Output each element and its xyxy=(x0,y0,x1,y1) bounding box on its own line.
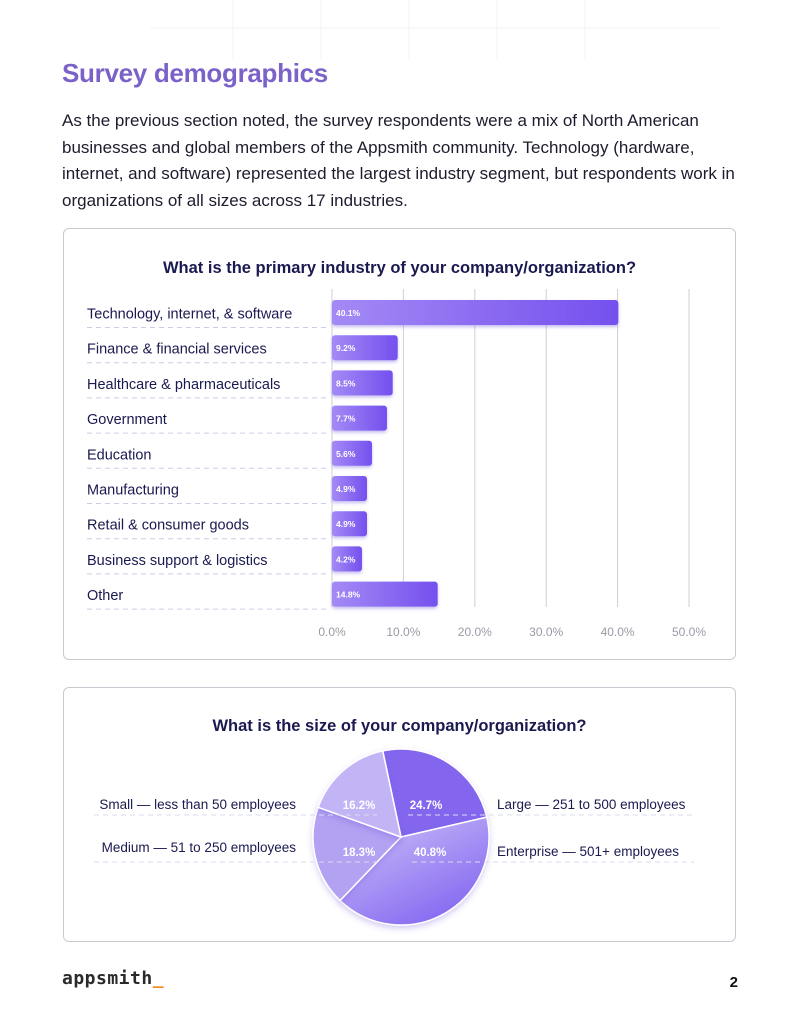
category-label: Finance & financial services xyxy=(87,342,267,358)
company-size-chart-card: What is the size of your company/organiz… xyxy=(63,687,736,942)
x-tick-label: 30.0% xyxy=(529,625,563,639)
x-tick-label: 50.0% xyxy=(672,625,706,639)
pie-value-label: 40.8% xyxy=(414,847,447,859)
pie-slice-small xyxy=(317,750,403,839)
category-label: Business support & logistics xyxy=(87,553,268,569)
pie-category-label: Large — 251 to 500 employees xyxy=(497,797,686,812)
industry-bar-chart: Technology, internet, & software 40.1% Fin… xyxy=(87,289,706,639)
bar-value-label: 7.7% xyxy=(336,414,356,424)
bar xyxy=(332,546,362,572)
pie-slice-medium xyxy=(312,806,403,902)
bar xyxy=(332,405,387,431)
background-grid xyxy=(150,0,720,60)
bar xyxy=(332,300,619,325)
bar xyxy=(332,476,367,501)
category-label: Healthcare & pharmaceuticals xyxy=(87,377,280,393)
bar-value-label: 4.9% xyxy=(336,484,356,494)
bar xyxy=(332,581,438,607)
x-tick-label: 10.0% xyxy=(386,625,420,639)
industry-chart-card: What is the primary industry of your com… xyxy=(63,228,736,660)
company-size-chart-title: What is the size of your company/organiz… xyxy=(212,717,587,735)
pie-slice-enterprise xyxy=(339,816,490,926)
appsmith-logo: appsmith_ xyxy=(62,968,164,989)
x-tick-label: 40.0% xyxy=(601,625,635,639)
bar-value-label: 4.9% xyxy=(336,519,356,529)
pie-category-label: Small — less than 50 employees xyxy=(99,797,296,812)
bar xyxy=(332,511,367,537)
bar-value-label: 4.2% xyxy=(336,554,356,564)
bar xyxy=(332,335,398,361)
x-tick-label: 20.0% xyxy=(458,625,492,639)
bar-value-label: 14.8% xyxy=(336,590,361,600)
category-label: Government xyxy=(87,412,167,428)
category-label: Technology, internet, & software xyxy=(87,307,292,323)
x-tick-label: 0.0% xyxy=(318,625,346,639)
category-label: Other xyxy=(87,588,123,604)
bar-value-label: 5.6% xyxy=(336,449,356,459)
logo-cursor-glyph: _ xyxy=(152,968,165,989)
pie-category-label: Medium — 51 to 250 employees xyxy=(102,840,297,855)
bar-value-label: 9.2% xyxy=(336,343,356,353)
category-label: Manufacturing xyxy=(87,483,179,499)
bar-value-label: 8.5% xyxy=(336,378,356,388)
appsmith-logo-text: appsmith xyxy=(62,968,153,989)
category-label: Education xyxy=(87,447,152,463)
company-size-pie-chart: Large — 251 to 500 employees Enterprise —… xyxy=(94,748,694,926)
pie-category-label: Enterprise — 501+ employees xyxy=(497,844,679,859)
intro-paragraph: As the previous section noted, the surve… xyxy=(62,111,735,210)
industry-chart-title: What is the primary industry of your com… xyxy=(162,259,637,277)
pie-value-label: 16.2% xyxy=(343,800,376,812)
bar xyxy=(332,440,372,466)
bar xyxy=(332,370,393,396)
pie-value-label: 18.3% xyxy=(343,847,376,859)
page-number: 2 xyxy=(729,974,738,991)
page-title: Survey demographics xyxy=(62,58,328,88)
bar-value-label: 40.1% xyxy=(336,308,361,318)
pie-value-label: 24.7% xyxy=(410,800,443,812)
category-label: Retail & consumer goods xyxy=(87,518,249,534)
